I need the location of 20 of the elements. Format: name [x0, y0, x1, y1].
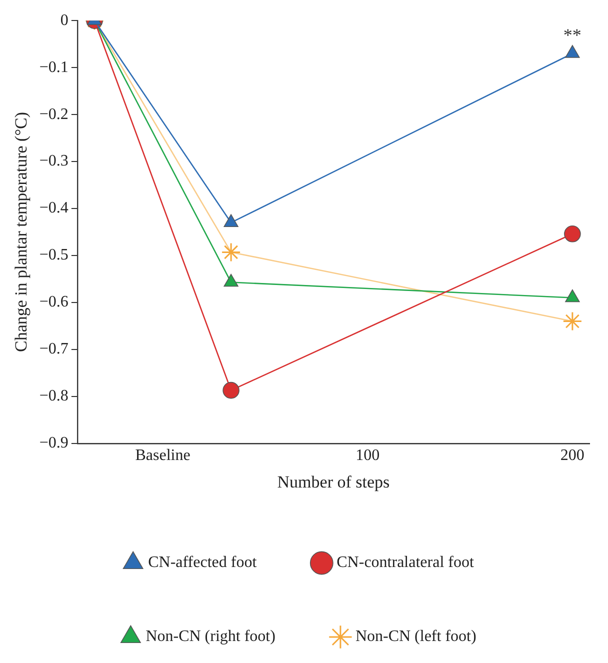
y-tick-label: −0.6 [39, 294, 68, 311]
y-tick-label: −0.2 [39, 106, 68, 123]
legend-label: CN-affected foot [148, 554, 258, 572]
y-tick-label: −0.1 [39, 58, 68, 76]
y-tick-label: −0.8 [39, 388, 68, 405]
y-tick-label: −0.4 [39, 200, 68, 217]
annotation: ** [563, 25, 582, 46]
x-tick-label: 100 [356, 447, 380, 464]
y-tick-label: −0.5 [39, 246, 68, 264]
legend-label: CN-contralateral foot [336, 554, 474, 572]
y-tick-label: −0.7 [39, 340, 68, 358]
y-tick-label: −0.9 [39, 434, 68, 452]
y-tick-label: 0 [60, 12, 68, 29]
x-tick-label: 200 [560, 447, 584, 464]
legend-label: Non-CN (left foot) [355, 628, 476, 646]
legend-label: Non-CN (right foot) [146, 628, 276, 646]
x-axis-title: Number of steps [277, 472, 390, 492]
y-tick-label: −0.3 [39, 152, 68, 170]
x-tick-label: Baseline [135, 447, 190, 464]
y-axis-title: Change in plantar temperature (°C) [12, 112, 31, 352]
